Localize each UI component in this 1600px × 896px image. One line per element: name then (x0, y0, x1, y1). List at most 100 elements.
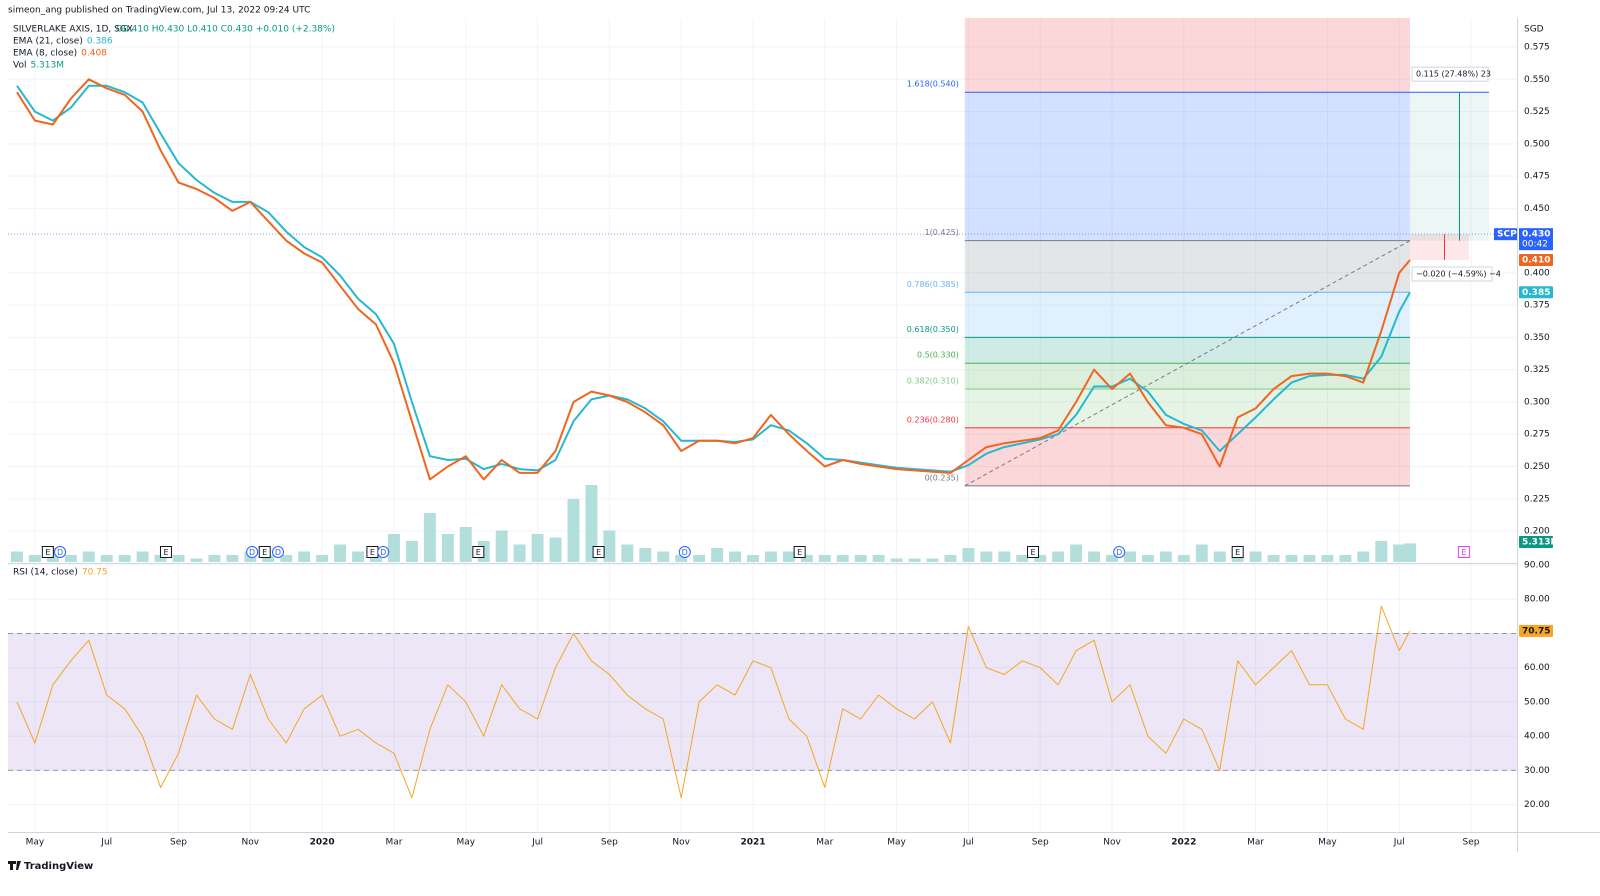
volume-bar (890, 558, 903, 562)
event-marker (793, 546, 806, 558)
x-tick-label: Sep (1032, 838, 1049, 848)
y-tick-label: 0.450 (1524, 204, 1550, 214)
event-label: E (1461, 548, 1466, 557)
volume-bar (262, 555, 275, 562)
volume-bar (1357, 551, 1370, 562)
legend-value: 70.75 (82, 568, 108, 578)
fib-label: 0.618(0.350) (907, 325, 959, 334)
volume-bar (226, 555, 239, 562)
x-tick-label: May (887, 838, 906, 848)
volume-bar (11, 551, 23, 562)
rsi-tick-label: 90.00 (1524, 561, 1550, 571)
event-marker (159, 546, 172, 558)
volume-bar (1070, 544, 1083, 562)
main-layer (8, 78, 1517, 799)
x-tick-label: May (1318, 838, 1337, 848)
rsi-line (16, 605, 1411, 799)
volume-bar (1393, 544, 1406, 562)
event-marker (377, 546, 390, 558)
volume-bar (621, 544, 634, 562)
x-tick-label: Mar (1247, 838, 1264, 848)
x-tick-label: Jul (531, 838, 543, 848)
symbol-badge-bg (1494, 228, 1518, 241)
event-marker (41, 546, 54, 558)
volume-bar (747, 555, 759, 562)
volume-bar (1231, 555, 1244, 562)
x-tick-label: Jul (1393, 838, 1405, 848)
fib-label: 0.786(0.385) (907, 280, 959, 289)
footer-logo (8, 861, 21, 870)
event-marker (258, 546, 271, 558)
volume-bar (639, 548, 652, 562)
chart-title: SILVERLAKE AXIS, 1D, SGX (13, 25, 133, 35)
y-tick-label: 0.250 (1524, 462, 1550, 472)
volume-bar (908, 558, 921, 562)
volume-bar (567, 499, 580, 562)
currency: SGD (1524, 25, 1544, 35)
rsi-tick-label: 50.00 (1524, 697, 1550, 707)
y-tick-label: 0.200 (1524, 527, 1550, 537)
volume-bar (316, 555, 329, 562)
volume-bar (387, 534, 400, 562)
volume-bar (1177, 555, 1190, 562)
fib-label: 0(0.235) (925, 473, 959, 482)
volume-bar (441, 534, 454, 562)
y-tick-label: 0.225 (1524, 494, 1550, 504)
volume-bar (1016, 555, 1029, 562)
attribution: simeon_ang published on TradingView.com,… (8, 6, 310, 16)
series-badge: 0.385 (1522, 288, 1550, 298)
event-label: E (262, 548, 267, 557)
fib-trend-line (964, 240, 1411, 487)
volume-bar (28, 555, 41, 562)
volume-bar (1195, 544, 1208, 562)
fib-zone (964, 363, 1411, 390)
volume-bar (980, 551, 993, 562)
x-tick-label: 2021 (740, 838, 765, 848)
x-tick-label: Mar (816, 838, 833, 848)
volume-bar (818, 555, 831, 562)
event-label: D (275, 548, 281, 557)
volume-bar (1375, 541, 1388, 562)
volume-bar (711, 548, 724, 562)
x-tick-label: Sep (170, 838, 187, 848)
volume-bar (82, 551, 95, 562)
x-tick-label: Sep (1463, 838, 1480, 848)
fib-zone (964, 18, 1411, 93)
volume-bar (1141, 555, 1154, 562)
event-label: E (45, 548, 50, 557)
y-tick-label: 0.275 (1524, 430, 1550, 440)
footer-brand: TradingView (24, 861, 93, 872)
fib-zone (964, 292, 1411, 338)
series-badge-bg (1519, 286, 1553, 299)
volume-bar (1285, 555, 1298, 562)
ohlc: O0.410 H0.430 L0.410 C0.430 +0.010 (+2.3… (116, 25, 335, 35)
event-label: E (797, 548, 802, 557)
volume-bar (782, 551, 795, 562)
measure-down-label: −0.020 (−4.59%) −4 (1416, 269, 1501, 278)
legend-value: 0.386 (87, 37, 113, 47)
volume-bar (1123, 551, 1136, 562)
y-tick-label: 0.300 (1524, 397, 1550, 407)
event-label: E (596, 548, 601, 557)
event-label: E (163, 548, 168, 557)
volume-bar (495, 530, 508, 562)
event-marker (271, 546, 284, 558)
event-label: D (682, 548, 688, 557)
measure-up-label-bg (1411, 66, 1489, 82)
x-tick-label: Mar (385, 838, 402, 848)
legend-value: 0.408 (81, 49, 107, 59)
rsi-badge-bg (1519, 624, 1553, 637)
rsi-tick-label: 80.00 (1524, 595, 1550, 605)
volume-bar (585, 485, 598, 562)
event-label: D (380, 548, 386, 557)
event-label: E (1235, 548, 1240, 557)
event-label: E (1030, 548, 1035, 557)
volume-bar (800, 555, 813, 562)
series-badge-bg (1519, 253, 1553, 266)
volume-bar (1303, 555, 1316, 562)
volume-bar (423, 513, 436, 562)
volume-bar (549, 537, 562, 562)
fib-label: 1.618(0.540) (907, 80, 959, 89)
fib-zone (964, 389, 1411, 428)
measure-up-box (1410, 92, 1489, 241)
